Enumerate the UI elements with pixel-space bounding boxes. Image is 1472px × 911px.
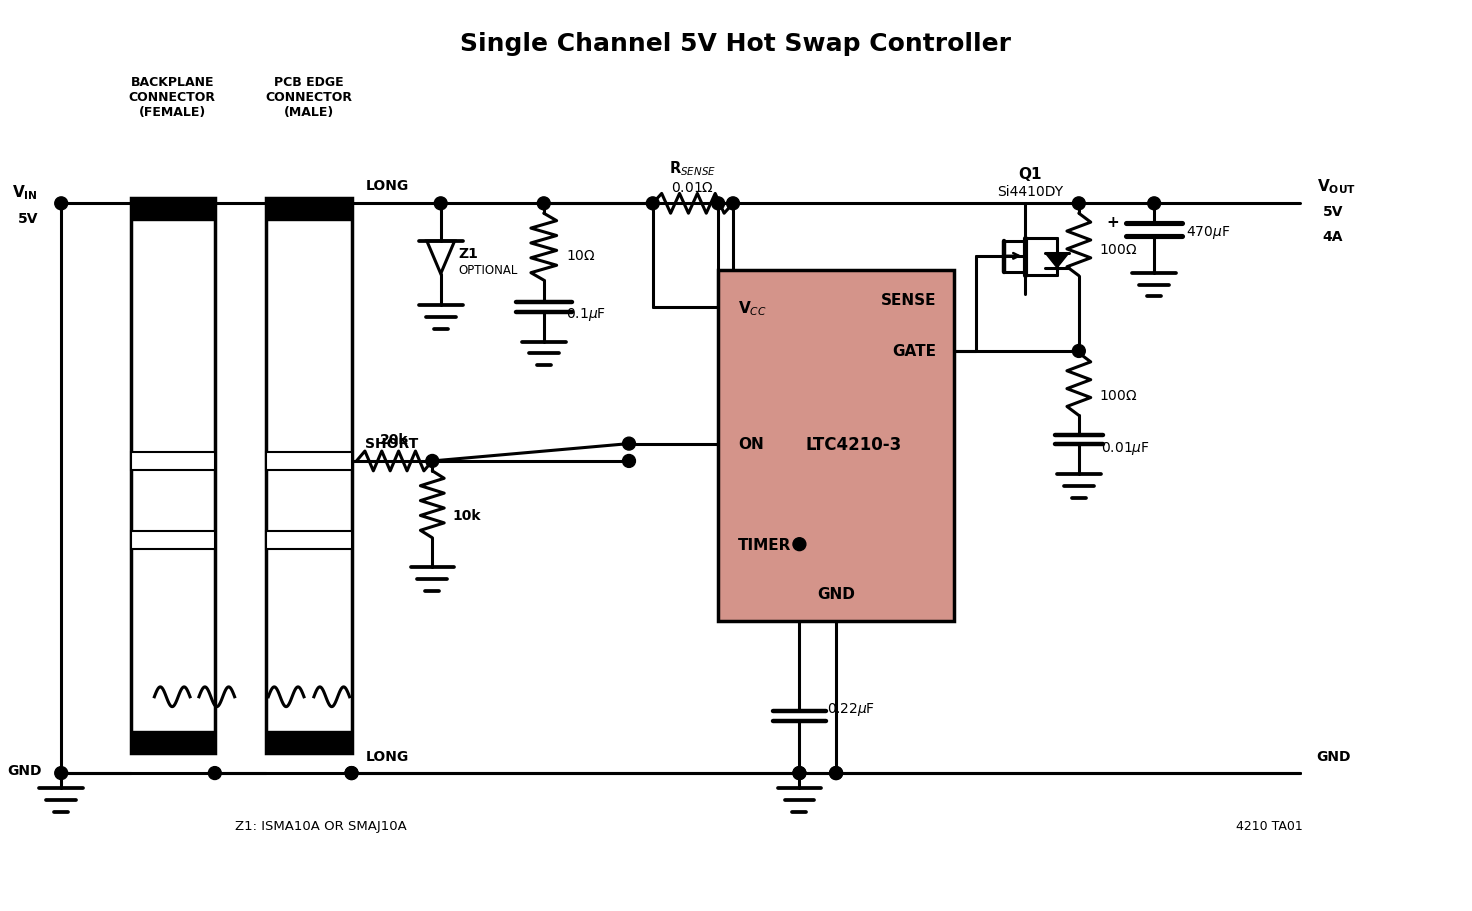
- Text: R$_{SENSE}$: R$_{SENSE}$: [670, 159, 717, 178]
- Text: 0.1$\mu$F: 0.1$\mu$F: [565, 306, 605, 322]
- Text: 0.01$\Omega$: 0.01$\Omega$: [671, 181, 714, 195]
- Text: 100$\Omega$: 100$\Omega$: [1098, 388, 1138, 402]
- Text: $\mathbf{V_{OUT}}$: $\mathbf{V_{OUT}}$: [1316, 177, 1356, 196]
- Text: 100$\Omega$: 100$\Omega$: [1098, 242, 1138, 257]
- Polygon shape: [1045, 253, 1069, 269]
- Circle shape: [537, 198, 551, 210]
- Text: LONG: LONG: [365, 750, 409, 763]
- Circle shape: [344, 767, 358, 780]
- Text: SENSE: SENSE: [880, 292, 936, 308]
- Text: TIMER: TIMER: [737, 537, 792, 552]
- Bar: [131, 200, 215, 753]
- Text: 5V: 5V: [1322, 205, 1342, 219]
- Circle shape: [646, 198, 659, 210]
- Text: 0.22$\mu$F: 0.22$\mu$F: [827, 701, 876, 717]
- Text: 4210 TA01: 4210 TA01: [1236, 819, 1303, 832]
- Text: V$_{CC}$: V$_{CC}$: [737, 299, 767, 317]
- Text: GATE: GATE: [892, 344, 936, 359]
- Circle shape: [727, 198, 739, 210]
- Circle shape: [1148, 198, 1160, 210]
- Circle shape: [830, 767, 842, 780]
- Bar: [266, 200, 352, 753]
- Text: Si4410DY: Si4410DY: [997, 185, 1063, 200]
- Circle shape: [793, 767, 805, 780]
- Circle shape: [623, 437, 636, 451]
- Circle shape: [425, 455, 439, 468]
- Text: 10k: 10k: [452, 509, 481, 523]
- Text: SHORT: SHORT: [365, 436, 418, 451]
- Bar: [266, 453, 352, 470]
- Circle shape: [1073, 198, 1085, 210]
- Text: 5V: 5V: [18, 212, 38, 226]
- Circle shape: [209, 767, 221, 780]
- Text: $\mathbf{V_{IN}}$: $\mathbf{V_{IN}}$: [12, 183, 37, 201]
- Text: 10$\Omega$: 10$\Omega$: [565, 249, 595, 262]
- Text: 20k: 20k: [380, 433, 409, 446]
- Circle shape: [344, 767, 358, 780]
- Text: OPTIONAL: OPTIONAL: [459, 264, 518, 277]
- Circle shape: [712, 198, 724, 210]
- Circle shape: [830, 767, 842, 780]
- Bar: [131, 453, 215, 470]
- Circle shape: [623, 455, 636, 468]
- Bar: [718, 271, 954, 622]
- Bar: [131, 732, 215, 753]
- Text: GND: GND: [817, 587, 855, 601]
- Circle shape: [434, 198, 447, 210]
- Circle shape: [1073, 345, 1085, 358]
- Text: Z1: ISMA10A OR SMAJ10A: Z1: ISMA10A OR SMAJ10A: [234, 819, 406, 832]
- Bar: [131, 200, 215, 221]
- Circle shape: [54, 198, 68, 210]
- Bar: [266, 200, 352, 221]
- Text: ON: ON: [737, 436, 764, 452]
- Circle shape: [793, 538, 805, 551]
- Text: Q1: Q1: [1019, 167, 1042, 182]
- Text: PCB EDGE
CONNECTOR
(MALE): PCB EDGE CONNECTOR (MALE): [265, 76, 352, 118]
- Text: Z1: Z1: [459, 247, 478, 261]
- Bar: [266, 532, 352, 549]
- Text: BACKPLANE
CONNECTOR
(FEMALE): BACKPLANE CONNECTOR (FEMALE): [128, 76, 216, 118]
- Text: LONG: LONG: [365, 179, 409, 193]
- Circle shape: [793, 767, 805, 780]
- Bar: [131, 532, 215, 549]
- Text: Single Channel 5V Hot Swap Controller: Single Channel 5V Hot Swap Controller: [461, 32, 1011, 56]
- Circle shape: [54, 767, 68, 780]
- Text: GND: GND: [1316, 750, 1351, 763]
- Text: GND: GND: [7, 763, 41, 777]
- Text: +: +: [1105, 214, 1119, 230]
- Text: 0.01$\mu$F: 0.01$\mu$F: [1101, 439, 1150, 456]
- Bar: [266, 732, 352, 753]
- Text: 470$\mu$F: 470$\mu$F: [1186, 223, 1231, 241]
- Text: 4A: 4A: [1322, 230, 1342, 244]
- Text: LTC4210-3: LTC4210-3: [805, 435, 902, 453]
